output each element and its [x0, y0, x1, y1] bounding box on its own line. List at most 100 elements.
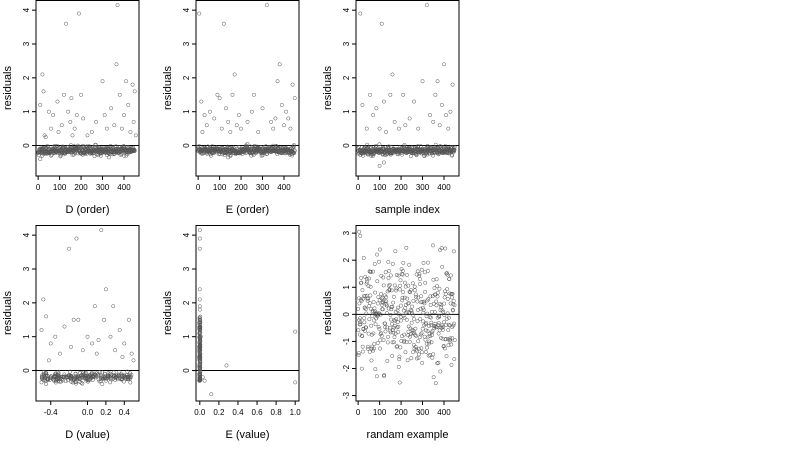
data-point: [128, 130, 133, 134]
data-point: [403, 280, 407, 285]
data-point: [197, 340, 202, 345]
x-tick-label: 200: [74, 183, 88, 192]
data-point: [412, 317, 417, 322]
data-point: [400, 272, 405, 277]
data-point: [365, 279, 369, 284]
data-point: [410, 304, 415, 309]
data-point: [420, 305, 425, 310]
data-point: [69, 344, 73, 349]
data-point: [73, 151, 78, 156]
data-point: [123, 148, 128, 153]
data-point: [405, 273, 409, 277]
data-point: [122, 113, 126, 118]
data-point: [443, 289, 447, 294]
data-point: [391, 294, 396, 299]
data-point: [197, 359, 202, 364]
data-point: [202, 113, 207, 118]
data-point: [230, 92, 235, 97]
data-point: [420, 326, 425, 331]
data-point: [421, 310, 426, 315]
data-point: [435, 284, 440, 289]
data-point: [132, 149, 137, 154]
plot-frame: [195, 0, 300, 177]
data-point: [394, 317, 399, 321]
data-point: [409, 320, 414, 325]
data-point: [122, 341, 127, 346]
data-point: [76, 317, 81, 322]
data-point: [409, 309, 414, 313]
data-point: [444, 113, 449, 118]
data-point: [376, 324, 381, 329]
data-point: [371, 331, 376, 336]
x-tick-label: 0.2: [100, 408, 112, 417]
data-point: [451, 308, 455, 313]
data-point: [427, 324, 432, 328]
data-point: [446, 315, 451, 320]
data-point: [387, 282, 392, 287]
chart-panel-3: 0 100 200 300 400 0 1 2 3 4 sample index residuals: [322, 0, 460, 216]
data-point: [75, 376, 80, 381]
data-point: [404, 245, 409, 250]
data-point: [411, 298, 416, 303]
data-point: [271, 143, 275, 148]
data-point: [69, 96, 74, 101]
data-point: [419, 346, 424, 351]
data-point: [226, 155, 231, 160]
data-point: [422, 299, 426, 304]
data-point: [110, 377, 115, 382]
data-point: [372, 341, 377, 346]
data-point: [394, 286, 399, 291]
data-point: [401, 260, 406, 265]
data-point: [197, 228, 202, 233]
data-point: [293, 329, 298, 334]
data-point: [197, 11, 202, 16]
y-tick-label: 0: [22, 368, 31, 373]
data-point: [129, 351, 134, 356]
data-point: [103, 376, 108, 381]
x-tick-label: -0.4: [44, 408, 58, 417]
data-point: [413, 326, 418, 331]
data-point: [428, 302, 433, 307]
data-point: [400, 295, 405, 300]
x-tick-label: 400: [277, 183, 291, 192]
data-point: [418, 332, 423, 337]
data-point: [452, 303, 457, 308]
x-axis-title: sample index: [375, 204, 440, 216]
data-point: [52, 373, 57, 378]
data-point: [128, 375, 133, 379]
data-point: [415, 349, 420, 354]
data-point: [56, 371, 61, 376]
data-point: [365, 298, 370, 303]
data-point: [39, 327, 44, 332]
data-point: [394, 288, 398, 293]
data-point: [406, 333, 410, 338]
data-point: [204, 123, 209, 128]
x-tick-label: 300: [416, 408, 430, 417]
data-point: [424, 321, 429, 325]
data-point: [446, 343, 451, 348]
data-point: [356, 351, 361, 356]
data-point: [383, 329, 388, 334]
data-point: [386, 145, 390, 150]
x-axis-title: randam example: [367, 429, 449, 441]
data-point: [364, 311, 369, 316]
data-point: [57, 351, 62, 356]
data-point: [452, 338, 457, 343]
data-point: [427, 339, 432, 344]
data-point: [385, 151, 390, 156]
data-point: [249, 109, 254, 114]
data-point: [120, 376, 125, 381]
data-point: [431, 375, 436, 380]
data-point: [434, 299, 439, 304]
data-points: [36, 3, 138, 162]
data-point: [448, 301, 453, 306]
data-point: [357, 296, 361, 301]
data-point: [96, 338, 101, 343]
data-point: [447, 277, 452, 281]
data-point: [67, 246, 72, 251]
data-point: [86, 378, 91, 383]
data-point: [360, 334, 365, 338]
data-point: [417, 272, 422, 277]
data-point: [430, 329, 435, 333]
